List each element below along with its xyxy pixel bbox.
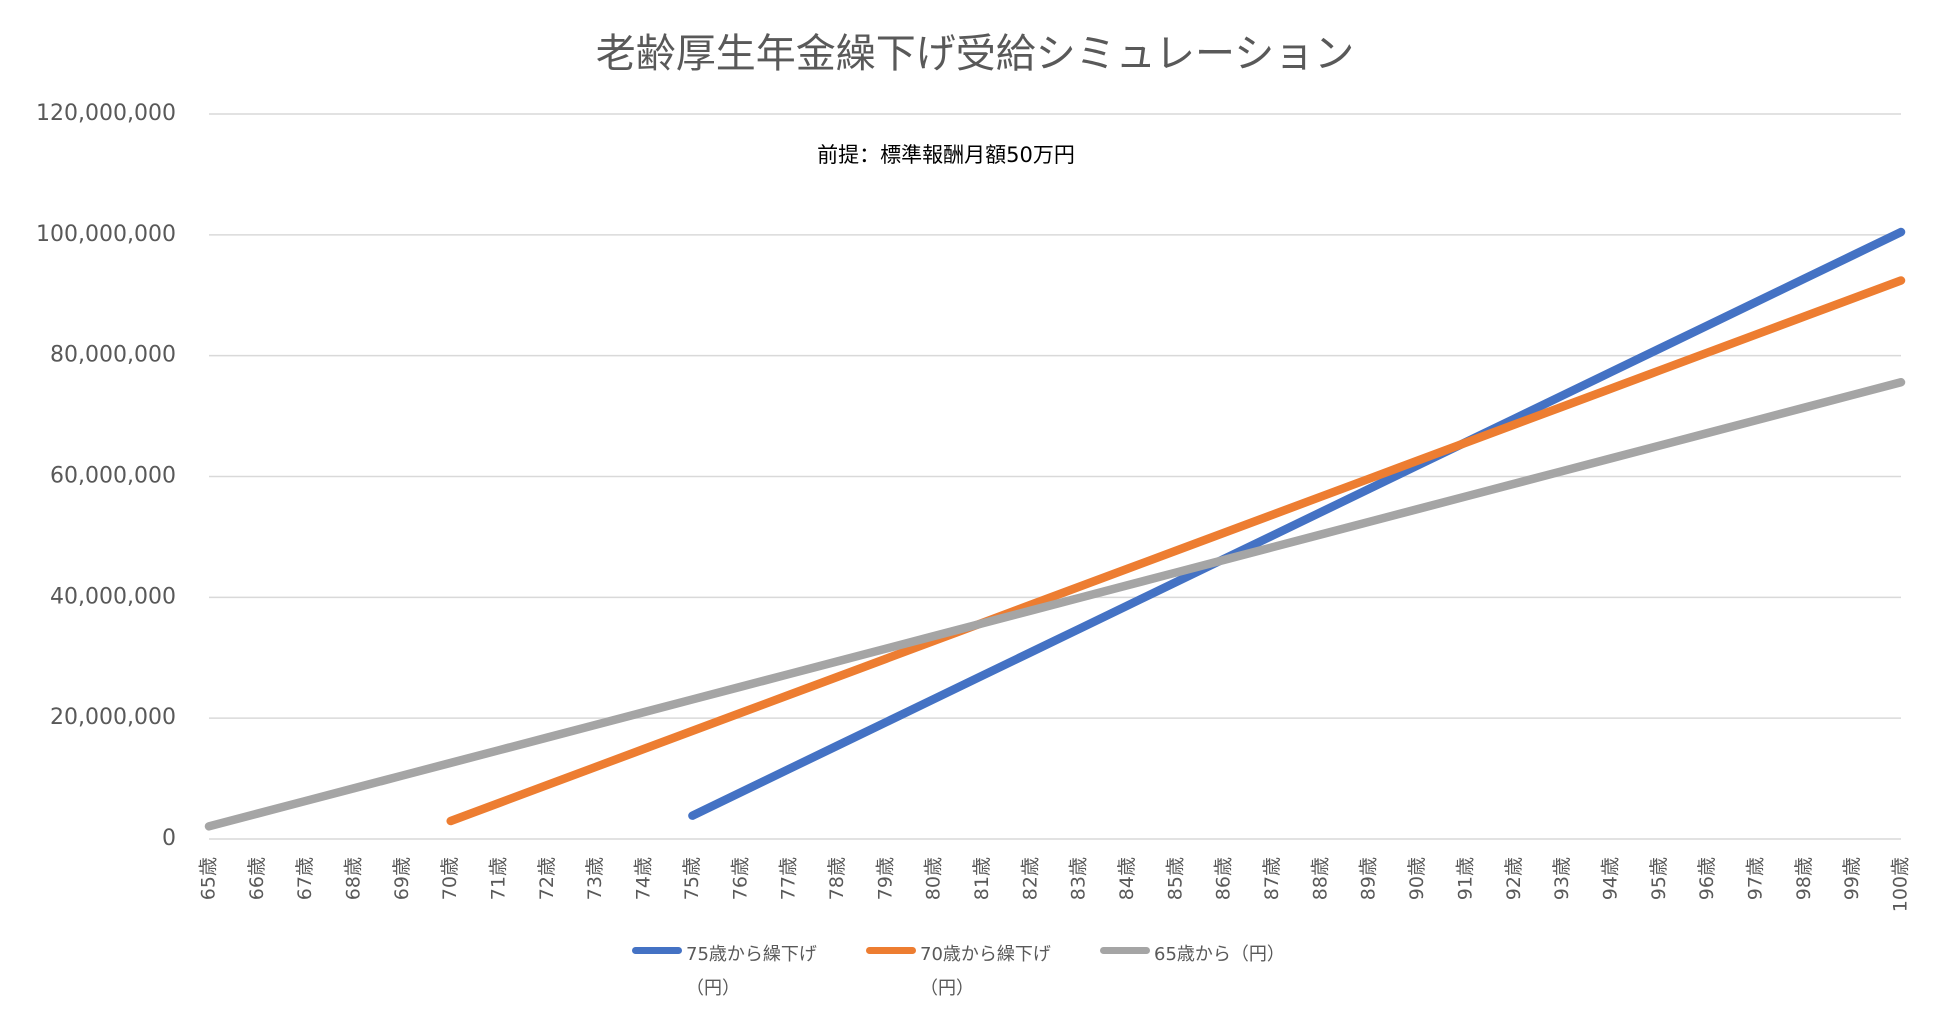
x-tick-label: 82歳 [1019,857,1041,900]
legend-label: 65歳から（円） [1154,944,1285,965]
annotation: 前提：標準報酬月額50万円 [817,143,1075,167]
series-line [446,276,1906,826]
x-tick-label: 65歳 [198,857,220,900]
y-tick-label: 80,000,000 [50,343,176,368]
y-tick-label: 100,000,000 [36,222,176,247]
legend-swatch [632,947,682,954]
x-tick-label: 70歳 [439,857,461,900]
y-tick-label: 60,000,000 [50,464,176,489]
x-tick-label: 91歳 [1454,857,1476,900]
x-tick-label: 72歳 [536,857,558,900]
y-tick-label: 40,000,000 [50,584,176,609]
series-line [204,378,1906,831]
x-tick-label: 88歳 [1309,857,1331,900]
series-line [688,227,1906,820]
x-tick-label: 75歳 [681,857,703,900]
y-tick-label: 20,000,000 [50,705,176,730]
x-tick-label: 79歳 [874,857,896,900]
x-tick-label: 98歳 [1793,857,1815,900]
legend-item: 70歳から繰下げ（円） [866,938,1070,1006]
x-tick-label: 89歳 [1358,857,1380,900]
x-tick-label: 81歳 [971,857,993,900]
y-tick-label: 120,000,000 [36,101,176,126]
legend-label: 70歳から繰下げ（円） [920,944,1051,999]
legend-item: 75歳から繰下げ（円） [632,938,836,1006]
x-tick-label: 96歳 [1696,857,1718,900]
x-tick-label: 85歳 [1164,857,1186,900]
x-tick-label: 100歳 [1890,857,1912,912]
x-tick-label: 76歳 [729,857,751,900]
x-tick-label: 92歳 [1503,857,1525,900]
x-tick-label: 71歳 [488,857,510,900]
x-tick-label: 67歳 [294,857,316,900]
legend-swatch [866,947,916,954]
x-tick-label: 90歳 [1406,857,1428,900]
x-tick-label: 69歳 [391,857,413,900]
legend-label: 75歳から繰下げ（円） [686,944,817,999]
x-tick-label: 68歳 [343,857,365,900]
y-tick-label: 0 [162,826,176,851]
x-tick-label: 87歳 [1261,857,1283,900]
x-tick-label: 74歳 [633,857,655,900]
x-tick-label: 84歳 [1116,857,1138,900]
x-tick-label: 97歳 [1744,857,1766,900]
x-tick-label: 94歳 [1599,857,1621,900]
x-tick-label: 80歳 [923,857,945,900]
x-tick-label: 73歳 [584,857,606,900]
legend: 75歳から繰下げ（円） 70歳から繰下げ（円） 65歳から（円） [0,938,1936,1006]
x-tick-label: 83歳 [1068,857,1090,900]
x-tick-label: 86歳 [1213,857,1235,900]
x-tick-label: 77歳 [778,857,800,900]
x-tick-label: 99歳 [1841,857,1863,900]
legend-item: 65歳から（円） [1100,938,1304,1006]
chart-title: 老齢厚生年金繰下げ受給シミュレーション [596,31,1354,77]
x-tick-label: 78歳 [826,857,848,900]
x-tick-label: 93歳 [1551,857,1573,900]
legend-swatch [1100,947,1150,954]
x-tick-label: 95歳 [1648,857,1670,900]
x-tick-label: 66歳 [246,857,268,900]
